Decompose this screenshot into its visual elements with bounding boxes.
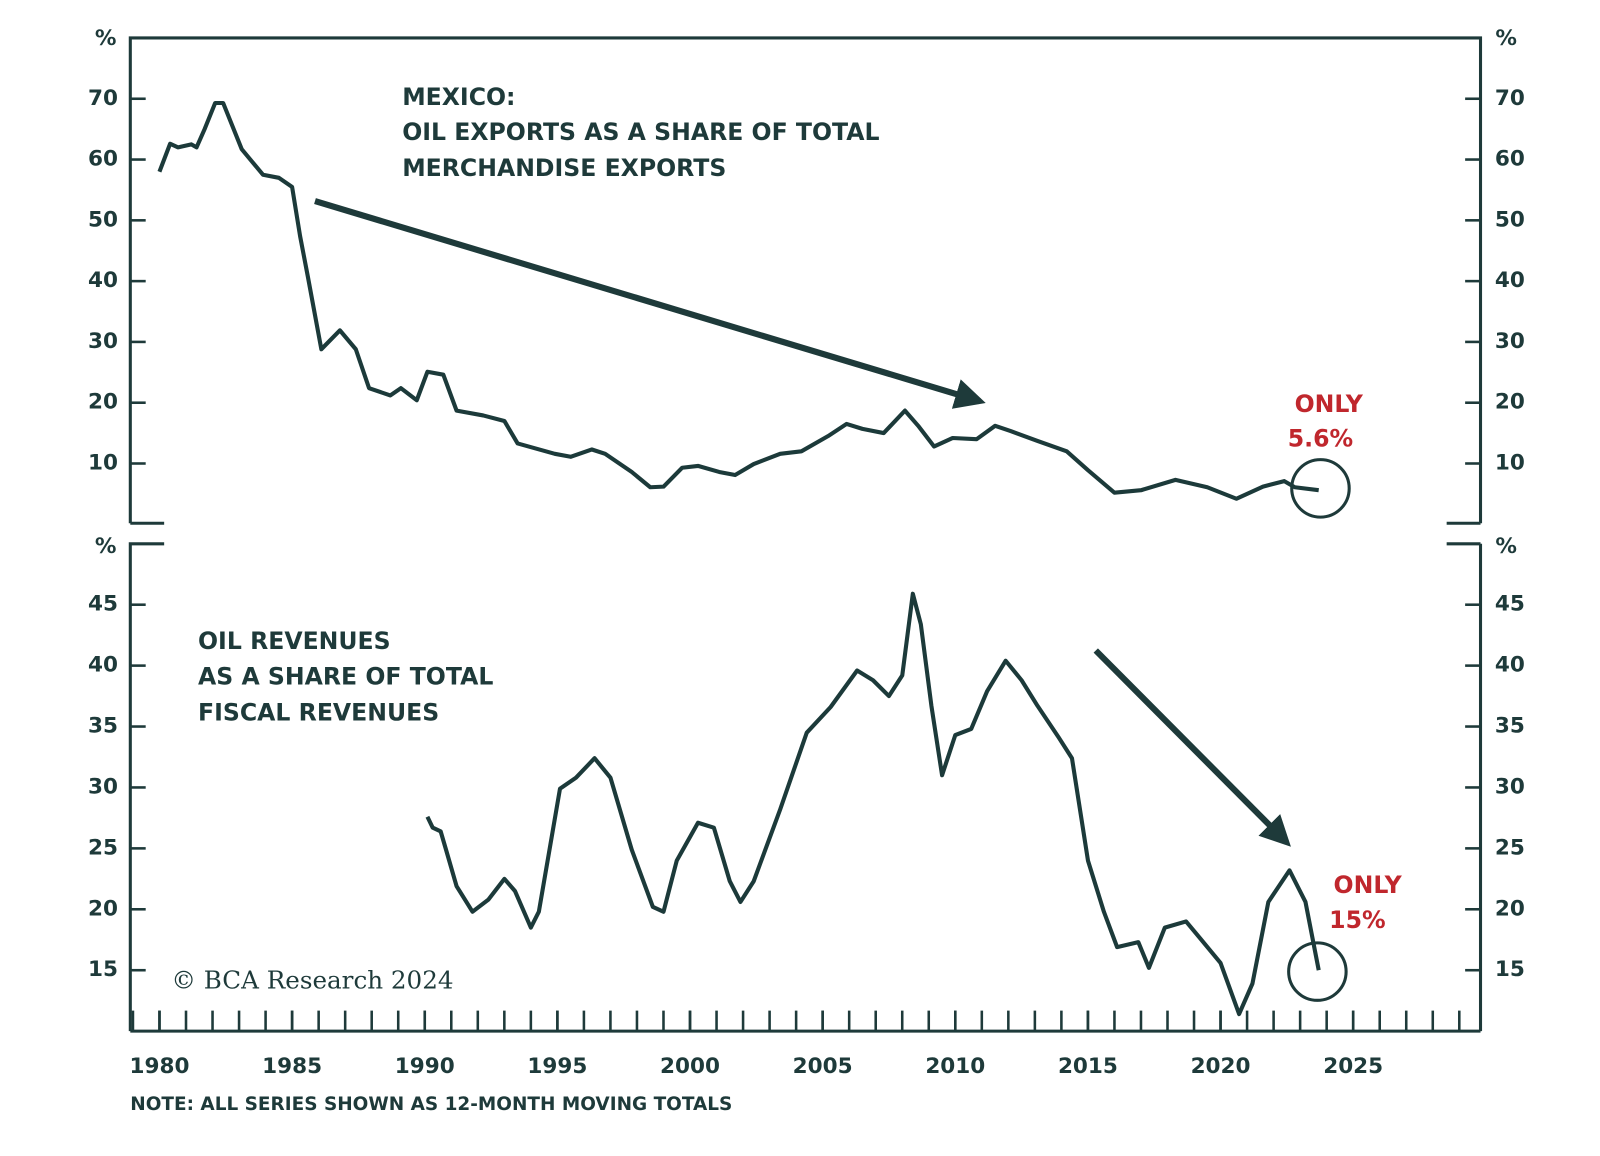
y-tick-label: 10 — [88, 450, 118, 475]
note: NOTE: ALL SERIES SHOWN AS 12-MONTH MOVIN… — [130, 1094, 732, 1115]
x-tick-label: 2000 — [660, 1054, 720, 1079]
y-unit: % — [95, 534, 117, 559]
trend-arrow — [314, 198, 986, 409]
y-tick-label: 25 — [1495, 835, 1525, 860]
panel-title: MEXICO: — [402, 83, 515, 111]
y-tick-label: 40 — [1495, 268, 1525, 293]
panel-title: MERCHANDISE EXPORTS — [402, 154, 726, 182]
y-tick-label: 60 — [88, 147, 118, 172]
y-tick-label: 70 — [1495, 86, 1525, 111]
annotation: ONLY — [1295, 390, 1364, 418]
x-tick-label: 2005 — [793, 1054, 853, 1079]
y-tick-label: 25 — [88, 835, 118, 860]
plot-root: MEXICO: OIL EXPORTS AS A SHARE OF TOTAL … — [88, 26, 1525, 1115]
y-tick-label: 50 — [88, 207, 118, 232]
x-tick-label: 2025 — [1323, 1054, 1383, 1079]
x-tick-label: 2015 — [1058, 1054, 1118, 1079]
highlight-circle — [1290, 458, 1351, 519]
annotation: ONLY — [1334, 871, 1403, 899]
y-tick-label: 40 — [1495, 653, 1525, 678]
y-tick-label: 30 — [88, 329, 118, 354]
frame — [128, 36, 1483, 1033]
y-tick-label: 20 — [1495, 896, 1525, 921]
y-unit: % — [95, 26, 117, 51]
y-tick-label: 10 — [1495, 450, 1525, 475]
y-tick-label: 50 — [1495, 207, 1525, 232]
data-line — [425, 591, 1321, 1017]
y-tick-label: 60 — [1495, 147, 1525, 172]
y-tick-label: 40 — [88, 268, 118, 293]
trend-arrow — [1093, 648, 1291, 847]
y-tick-label: 15 — [1495, 957, 1525, 982]
y-tick-label: 30 — [1495, 774, 1525, 799]
y-tick-label: 70 — [88, 86, 118, 111]
y-tick-label: 15 — [88, 957, 118, 982]
x-tick-label: 2010 — [925, 1054, 985, 1079]
y-tick-label: 45 — [1495, 592, 1525, 617]
panel-title: OIL EXPORTS AS A SHARE OF TOTAL — [402, 118, 879, 146]
y-unit: % — [1495, 534, 1517, 559]
y-tick-label: 45 — [88, 592, 118, 617]
y-tick-label: 30 — [88, 774, 118, 799]
y-unit: % — [1495, 26, 1517, 51]
y-tick-label: 20 — [88, 896, 118, 921]
y-tick-label: 35 — [1495, 714, 1525, 739]
y-tick-label: 35 — [88, 714, 118, 739]
data-line — [157, 100, 1319, 501]
x-tick-label: 1995 — [527, 1054, 587, 1079]
panel-title: AS A SHARE OF TOTAL — [198, 663, 493, 691]
x-tick-label: 1990 — [395, 1054, 455, 1079]
y-tick-label: 20 — [1495, 390, 1525, 415]
y-tick-label: 40 — [88, 653, 118, 678]
y-tick-label: 30 — [1495, 329, 1525, 354]
y-tick-label: 20 — [88, 390, 118, 415]
source: © BCA Research 2024 — [171, 965, 453, 994]
annotation: 15% — [1329, 906, 1385, 934]
x-tick-label: 2020 — [1191, 1054, 1251, 1079]
panel-title: OIL REVENUES — [198, 627, 391, 655]
x-tick-label: 1980 — [130, 1054, 190, 1079]
panel-title: FISCAL REVENUES — [198, 699, 439, 727]
annotation: 5.6% — [1288, 425, 1353, 453]
x-tick-label: 1985 — [262, 1054, 322, 1079]
highlight-circle — [1287, 941, 1348, 1002]
